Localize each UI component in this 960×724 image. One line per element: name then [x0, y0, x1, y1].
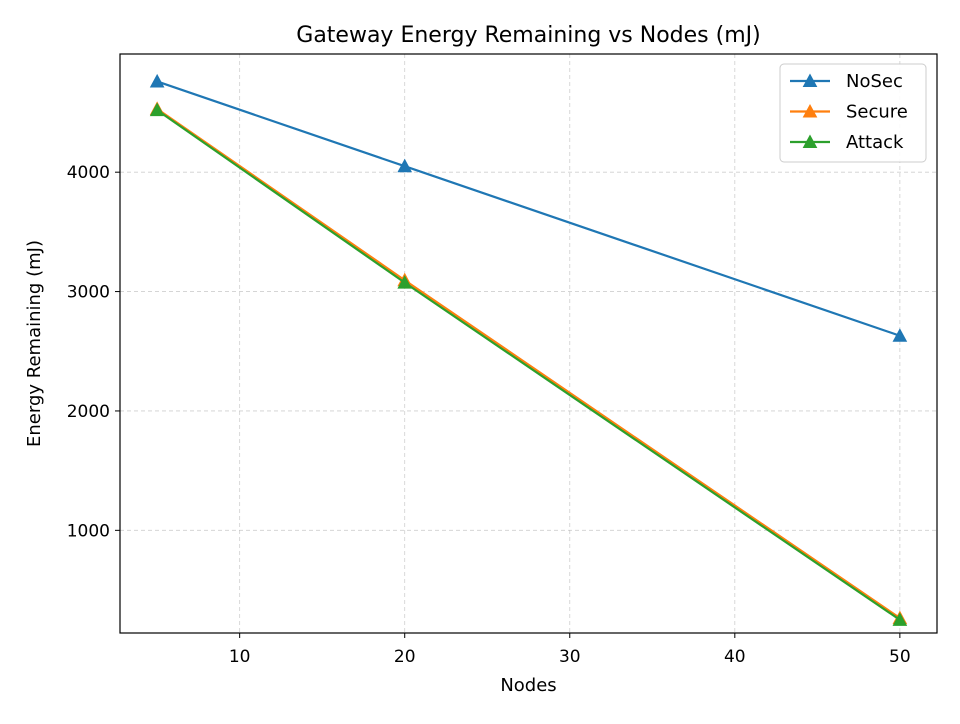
y-tick-label: 3000 — [67, 283, 110, 303]
plot-frame — [119, 53, 938, 634]
legend-box — [779, 63, 927, 163]
legend-marker-secure — [802, 103, 818, 118]
x-tick-label: 50 — [889, 647, 911, 667]
legend-marker-attack — [802, 134, 818, 149]
x-tick-label: 40 — [724, 647, 746, 667]
grid — [120, 54, 937, 633]
data-point-nosec — [149, 73, 165, 88]
data-point-attack — [149, 102, 165, 117]
legend-marker-nosec — [802, 73, 818, 88]
legend-label-secure: Secure — [846, 102, 908, 123]
y-tick-label: 2000 — [67, 402, 110, 422]
data-point-nosec — [892, 328, 908, 342]
x-tick-label: 10 — [229, 647, 251, 667]
data-point-nosec — [397, 158, 413, 173]
y-tick-label: 4000 — [67, 163, 110, 183]
series-attack — [149, 102, 908, 626]
data-point-attack — [892, 612, 908, 626]
y-axis-label: Energy Remaining (mJ) — [24, 240, 45, 447]
series-nosec — [149, 73, 908, 342]
x-tick-label: 30 — [559, 647, 581, 667]
chart-title: Gateway Energy Remaining vs Nodes (mJ) — [296, 23, 760, 48]
legend: NoSec Secure Attack — [779, 63, 927, 163]
y-tick-label: 1000 — [67, 521, 110, 541]
legend-label-attack: Attack — [846, 132, 904, 153]
x-axis-label: Nodes — [500, 675, 556, 696]
axis-ticks: 10 20 30 40 50 1000 2000 3000 4000 — [67, 163, 911, 667]
legend-label-nosec: NoSec — [846, 71, 903, 92]
data-point-attack — [397, 275, 413, 289]
x-tick-label: 20 — [394, 647, 416, 667]
series-layer — [149, 73, 908, 626]
